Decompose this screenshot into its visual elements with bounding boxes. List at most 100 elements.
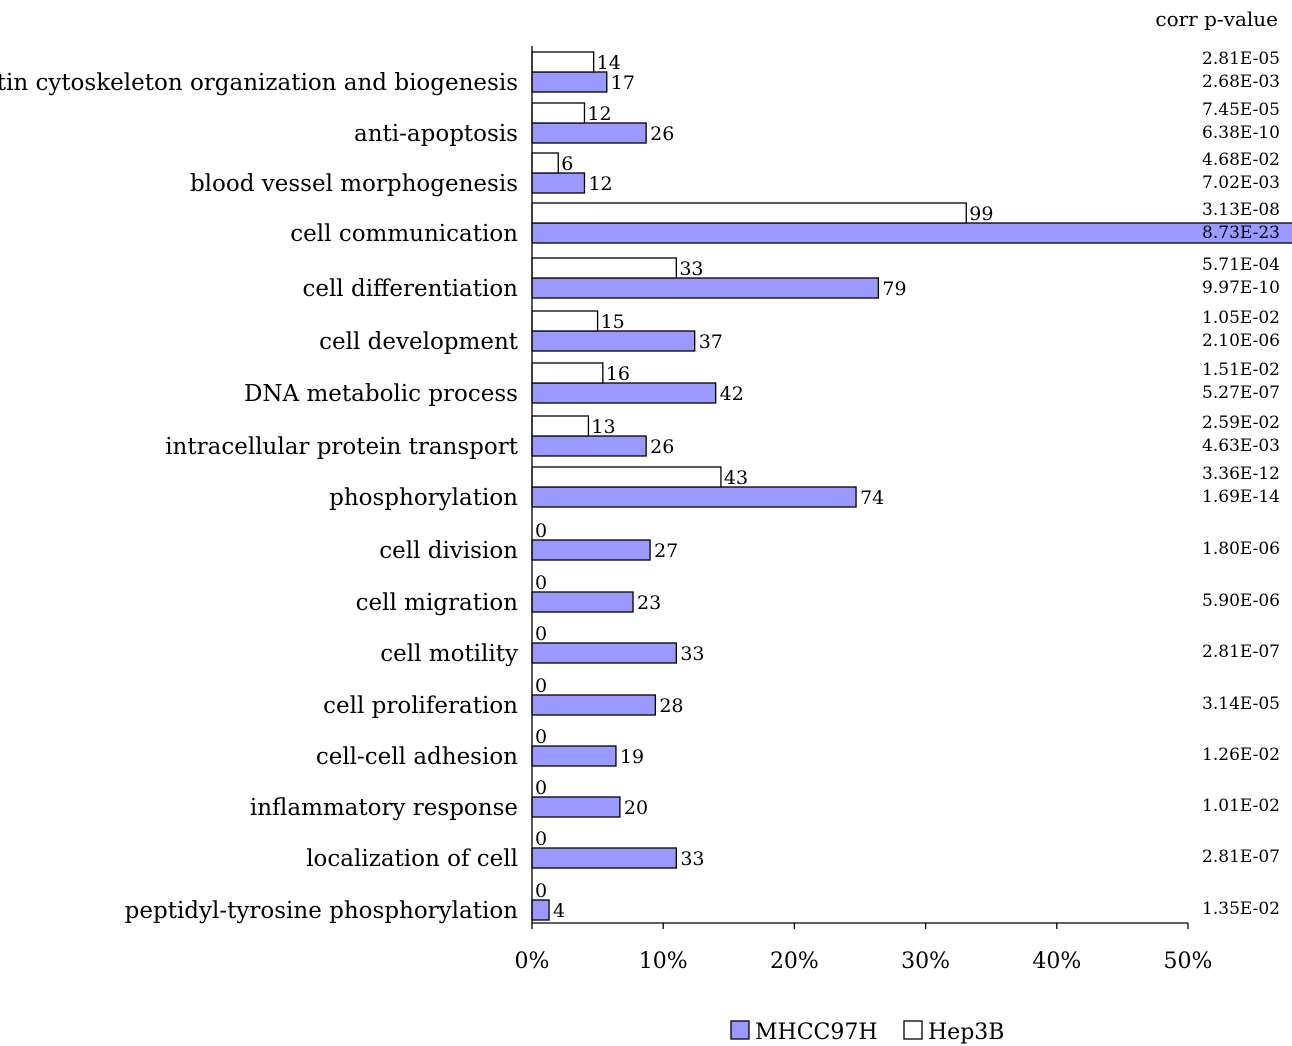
pvalue-mhcc97h: 5.90E-06 [1202,591,1280,611]
pvalue-mhcc97h: 8.73E-23 [1202,223,1280,243]
pvalue-mhcc97h: 2.68E-03 [1202,72,1280,92]
bar-mhcc97h [531,435,647,457]
x-tick-label: 30% [901,949,950,974]
x-tick-label: 20% [770,949,819,974]
bar-hep3b [531,152,559,174]
value-label-mhcc97h: 27 [654,540,678,562]
pvalue-mhcc97h: 1.01E-02 [1202,796,1280,816]
value-label-mhcc97h: 26 [650,436,674,458]
pvalue-column: 2.81E-05 2.68E-03 7.45E-05 6.38E-10 4.68E-02… [1202,49,1280,919]
value-label-mhcc97h: 17 [611,72,635,94]
category-label: intracellular protein transport [165,434,519,460]
category-label: cell development [319,329,519,355]
value-label-mhcc97h: 28 [659,695,683,717]
bar-hep3b [531,257,677,279]
value-label-hep3b: 13 [591,416,615,438]
bar-mhcc97h [531,172,586,194]
bar-hep3b [531,51,595,73]
pvalue-hep3b: 7.45E-05 [1202,100,1280,120]
category-label: blood vessel morphogenesis [190,171,518,197]
legend-label-mhcc97h: MHCC97H [755,1020,878,1045]
pvalue-mhcc97h: 3.14E-05 [1202,694,1280,714]
bar-mhcc97h [531,796,621,818]
value-label-hep3b: 0 [535,572,547,594]
pvalue-hep3b: 5.71E-04 [1202,255,1280,275]
value-label-hep3b: 0 [535,726,547,748]
legend-label-hep3b: Hep3B [928,1020,1004,1045]
value-label-hep3b: 0 [535,828,547,850]
bar-mhcc97h [531,71,608,93]
bar-hep3b [531,102,586,124]
pvalue-mhcc97h: 1.26E-02 [1202,745,1280,765]
category-label: cell motility [380,641,518,667]
bar-mhcc97h [531,694,656,716]
category-label: cell communication [290,221,518,247]
value-label-mhcc97h: 33 [680,643,704,665]
x-tick-label: 0% [515,949,550,974]
pvalue-mhcc97h: 5.27E-07 [1202,383,1280,403]
pvalue-mhcc97h: 2.81E-07 [1202,642,1280,662]
pvalue-hep3b: 1.05E-02 [1202,308,1280,328]
bar-mhcc97h [531,539,651,561]
category-label: localization of cell [306,846,518,872]
category-labels: actin cytoskeleton organization and biog… [0,70,519,924]
bar-hep3b [531,415,590,437]
pvalue-mhcc97h: 6.38E-10 [1202,123,1280,143]
value-label-mhcc97h: 4 [553,900,565,922]
bar-hep3b [531,362,604,384]
category-label: actin cytoskeleton organization and biog… [0,70,518,96]
value-label-mhcc97h: 26 [650,123,674,145]
value-label-mhcc97h: 79 [882,278,906,300]
bar-mhcc97h [531,486,857,508]
legend: MHCC97H Hep3B [730,1020,1004,1045]
value-label-mhcc97h: 33 [680,848,704,870]
bar-mhcc97h [531,847,677,869]
value-label-hep3b: 0 [535,777,547,799]
value-label-hep3b: 43 [724,467,748,489]
value-label-hep3b: 0 [535,880,547,902]
category-label: DNA metabolic process [244,381,518,407]
pvalue-mhcc97h: 2.81E-07 [1202,847,1280,867]
pvalue-mhcc97h: 1.80E-06 [1202,539,1280,559]
category-label: inflammatory response [250,795,518,821]
bar-mhcc97h [531,745,617,767]
bar-mhcc97h [531,277,880,299]
bar-mhcc97h [531,899,550,921]
bar-mhcc97h [531,222,1292,244]
category-label: cell-cell adhesion [316,744,518,770]
pvalue-mhcc97h: 9.97E-10 [1202,278,1280,298]
value-label-hep3b: 33 [679,258,703,280]
bar-hep3b [531,202,967,224]
bar-hep3b [531,466,722,488]
value-label-mhcc97h: 37 [699,331,723,353]
pvalue-mhcc97h: 7.02E-03 [1202,173,1280,193]
category-label: cell differentiation [302,276,518,302]
value-label-hep3b: 12 [587,103,611,125]
legend-swatch-mhcc97h [730,1020,750,1040]
x-tick-label: 40% [1032,949,1081,974]
pvalue-mhcc97h: 1.35E-02 [1202,899,1280,919]
value-label-hep3b: 16 [606,363,630,385]
value-label-mhcc97h: 20 [624,797,648,819]
value-label-hep3b: 0 [535,623,547,645]
bar-area: 1714261212623999793337154216261374432702… [531,51,1292,922]
category-label: peptidyl-tyrosine phosphorylation [125,898,519,924]
category-label: phosphorylation [329,485,518,511]
pvalue-hep3b: 2.81E-05 [1202,49,1280,69]
value-label-mhcc97h: 19 [620,746,644,768]
bar-mhcc97h [531,642,677,664]
pvalue-hep3b: 2.59E-02 [1202,413,1280,433]
pvalue-hep3b: 3.36E-12 [1202,464,1280,484]
value-label-hep3b: 14 [597,52,621,74]
value-label-hep3b: 0 [535,520,547,542]
x-tick-label: 10% [639,949,688,974]
category-label: cell division [379,538,518,564]
bar-hep3b [531,310,599,332]
category-label: cell migration [356,590,519,616]
value-label-hep3b: 0 [535,675,547,697]
category-label: anti-apoptosis [354,121,518,147]
value-label-hep3b: 99 [969,203,993,225]
bar-mhcc97h [531,591,634,613]
bar-mhcc97h [531,382,717,404]
